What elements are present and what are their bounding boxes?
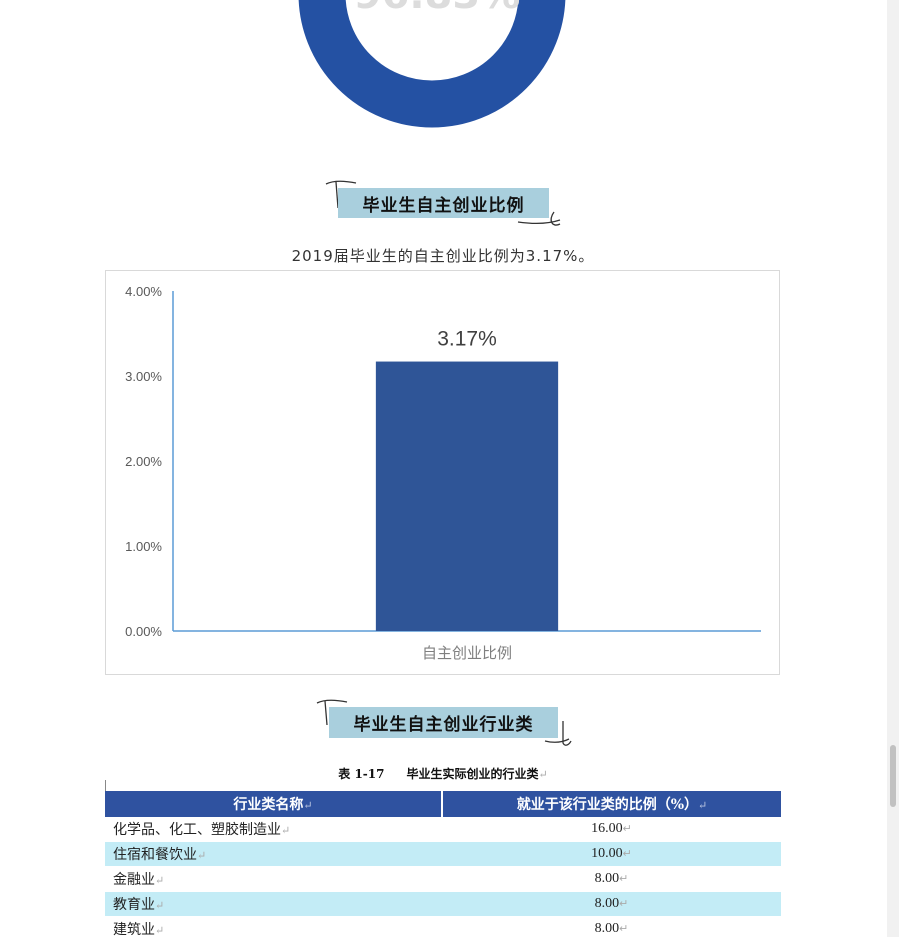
bar — [376, 362, 558, 631]
startup-ratio-chart: 0.00% 1.00% 2.00% 3.00% 4.00% 3.17% 自主创业比例 — [105, 270, 780, 675]
paragraph-mark-icon: ↵ — [698, 799, 707, 812]
paragraph-mark-icon: ↵ — [623, 823, 632, 835]
paragraph-mark-icon: ↵ — [155, 899, 164, 912]
industry-ratio-cell: 8.00↵ — [442, 917, 781, 941]
paragraph-mark-icon: ↵ — [155, 874, 164, 887]
paragraph-mark-icon: ↵ — [155, 924, 164, 937]
x-category-label: 自主创业比例 — [422, 644, 512, 662]
scrollbar-thumb[interactable] — [890, 745, 896, 807]
table-caption-title: 毕业生实际创业的行业类 — [406, 767, 538, 781]
y-tick-label: 4.00% — [125, 284, 162, 299]
paragraph-mark-icon: ↵ — [197, 849, 206, 862]
paragraph-mark-icon: ↵ — [281, 824, 290, 837]
chart-canvas: 0.00% 1.00% 2.00% 3.00% 4.00% 3.17% 自主创业比例 — [106, 271, 781, 676]
industry-name-cell: 建筑业↵ — [105, 917, 442, 941]
table-caption: 表 1-17 毕业生实际创业的行业类↵ — [105, 765, 781, 782]
y-tick-label: 3.00% — [125, 369, 162, 384]
startup-industry-table: 行业类名称↵ 就业于该行业类的比例（%）↵ 化学品、化工、塑胶制造业↵16.00… — [105, 791, 781, 941]
industry-ratio-cell: 10.00↵ — [442, 842, 781, 867]
table-header-industry: 行业类名称↵ — [105, 791, 442, 817]
paragraph-mark-icon: ↵ — [303, 799, 312, 812]
table-row: 教育业↵8.00↵ — [105, 892, 781, 917]
section-heading-startup-industry: 毕业生自主创业行业类 — [329, 707, 558, 738]
employment-donut-chart: 96.83% — [0, 0, 886, 140]
vertical-scrollbar[interactable] — [887, 0, 899, 937]
paragraph-mark-icon: ↵ — [623, 848, 632, 860]
industry-ratio-cell: 8.00↵ — [442, 867, 781, 892]
table-row: 住宿和餐饮业↵10.00↵ — [105, 842, 781, 867]
paragraph-mark-icon: ↵ — [619, 898, 628, 910]
table-row: 金融业↵8.00↵ — [105, 867, 781, 892]
industry-name-cell: 化学品、化工、塑胶制造业↵ — [105, 817, 442, 842]
industry-ratio-cell: 8.00↵ — [442, 892, 781, 917]
table-header-ratio: 就业于该行业类的比例（%）↵ — [442, 791, 781, 817]
table-row: 化学品、化工、塑胶制造业↵16.00↵ — [105, 817, 781, 842]
paragraph-mark-icon: ↵ — [619, 873, 628, 885]
table-header-row: 行业类名称↵ 就业于该行业类的比例（%）↵ — [105, 791, 781, 817]
table-row: 建筑业↵8.00↵ — [105, 917, 781, 941]
paragraph-mark-icon: ↵ — [619, 923, 628, 935]
table-caption-number: 表 1-17 — [338, 767, 384, 781]
y-tick-label: 2.00% — [125, 454, 162, 469]
startup-ratio-intro: 2019届毕业生的自主创业比例为3.17%。 — [0, 245, 886, 266]
industry-name-cell: 金融业↵ — [105, 867, 442, 892]
industry-name-cell: 住宿和餐饮业↵ — [105, 842, 442, 867]
y-tick-label: 0.00% — [125, 624, 162, 639]
donut-value-label: 96.83% — [354, 0, 521, 18]
bar-data-label: 3.17% — [437, 328, 497, 351]
industry-name-cell: 教育业↵ — [105, 892, 442, 917]
industry-ratio-cell: 16.00↵ — [442, 817, 781, 842]
paragraph-mark-icon: ↵ — [539, 768, 548, 781]
section-heading-startup-ratio: 毕业生自主创业比例 — [338, 188, 549, 218]
y-tick-label: 1.00% — [125, 539, 162, 554]
